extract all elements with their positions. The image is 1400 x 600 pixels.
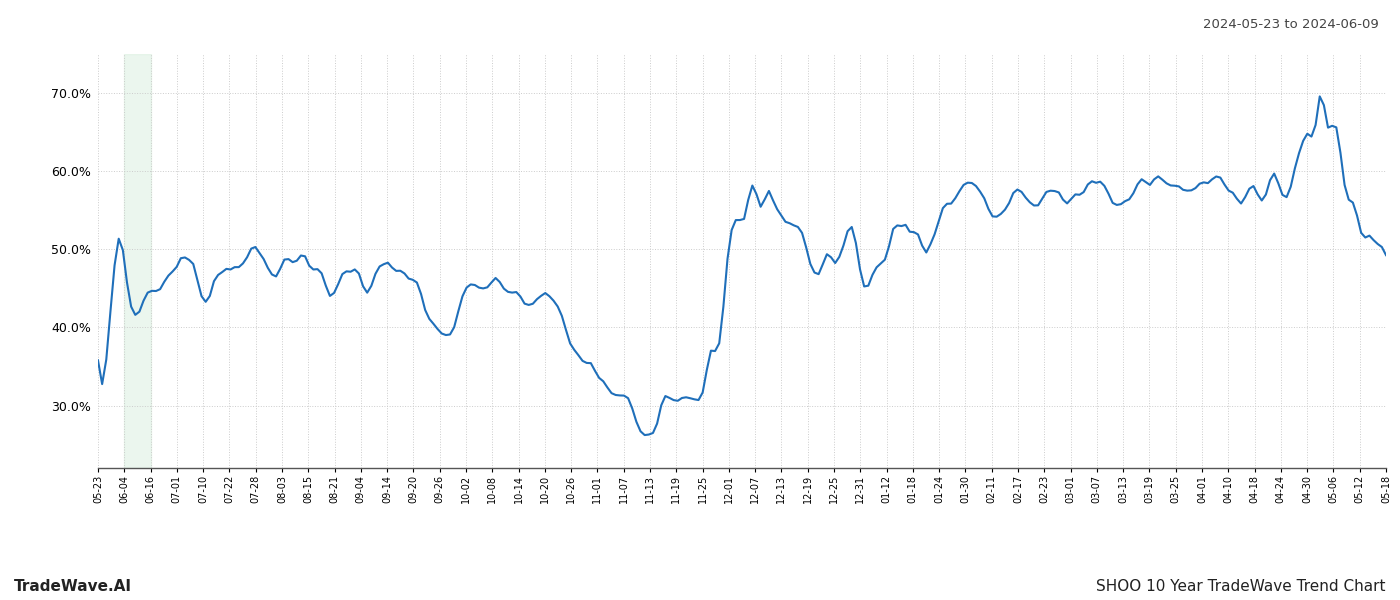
Text: 2024-05-23 to 2024-06-09: 2024-05-23 to 2024-06-09: [1203, 18, 1379, 31]
Text: SHOO 10 Year TradeWave Trend Chart: SHOO 10 Year TradeWave Trend Chart: [1096, 579, 1386, 594]
Text: TradeWave.AI: TradeWave.AI: [14, 579, 132, 594]
Bar: [125, 54, 151, 468]
